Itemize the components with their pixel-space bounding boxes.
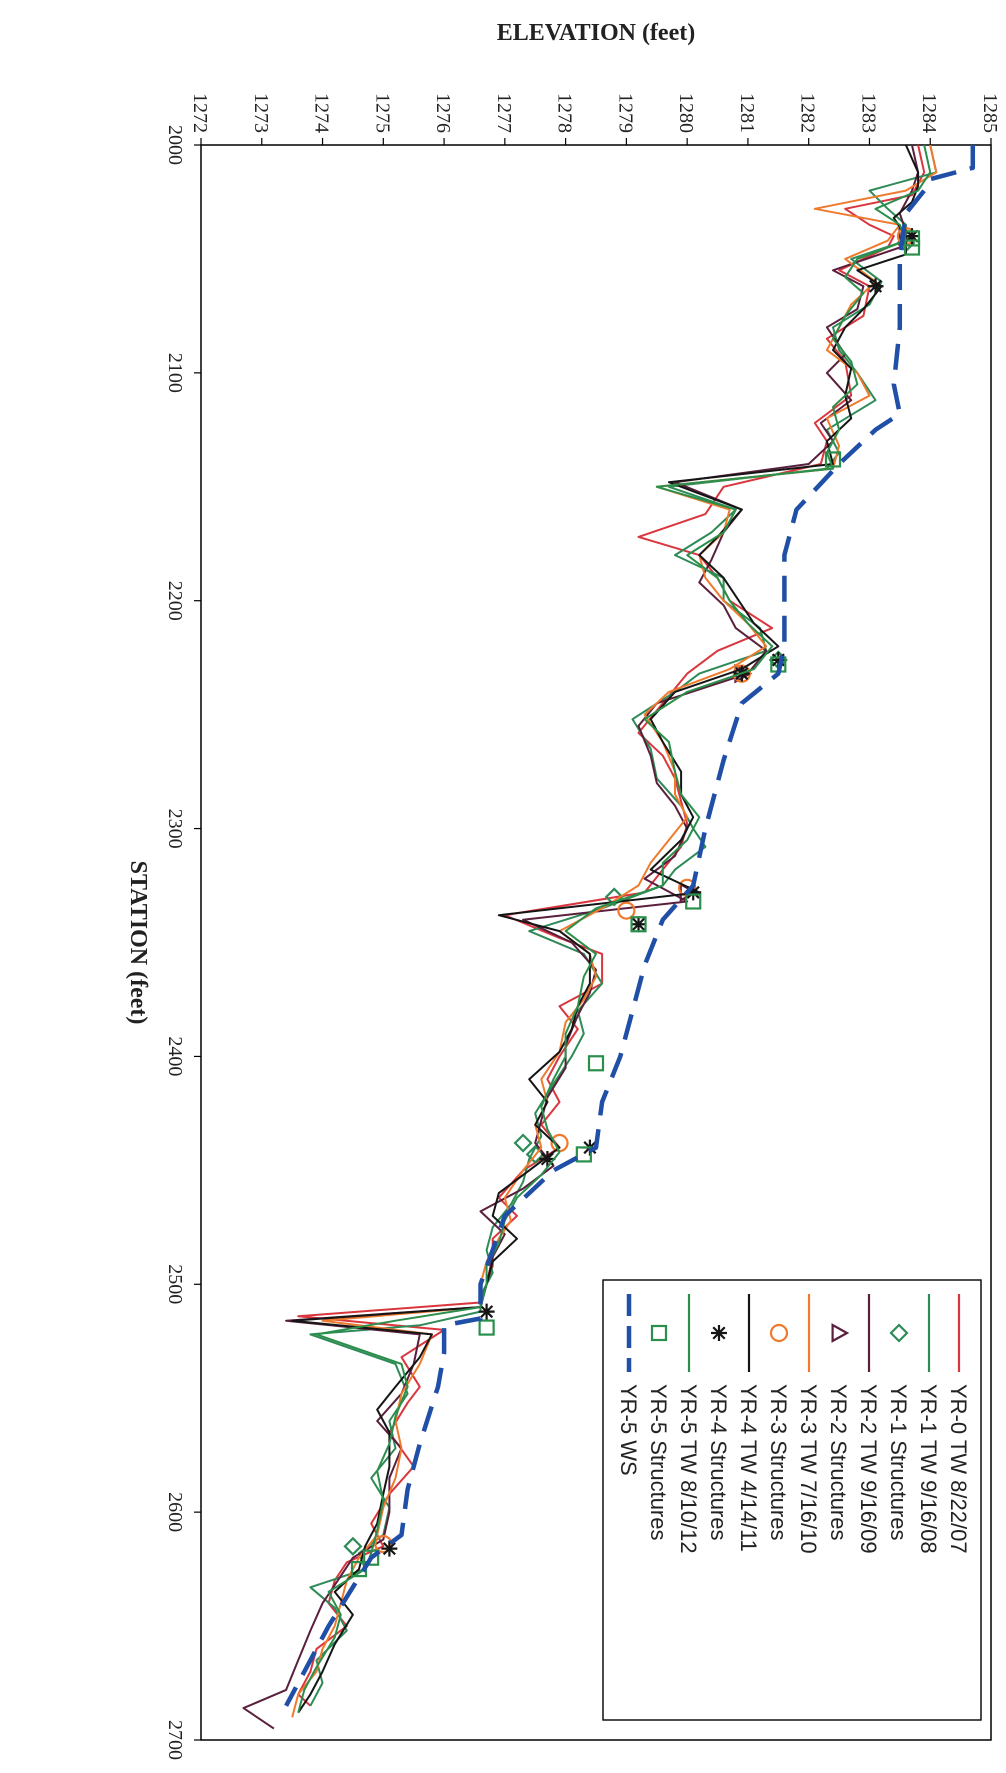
x-tick-label: 2100 xyxy=(164,353,186,393)
series-group xyxy=(291,144,920,1714)
structure-marker xyxy=(630,916,647,933)
structure-marker xyxy=(575,1146,592,1163)
legend-entry: YR-3 TW 7/16/10 xyxy=(796,1384,821,1554)
structure-marker xyxy=(770,651,787,668)
structure-marker xyxy=(685,884,702,901)
structure-marker xyxy=(867,278,884,295)
x-tick-label: 2000 xyxy=(164,125,186,165)
legend-entry: YR-5 TW 8/10/12 xyxy=(676,1384,701,1554)
legend-swatch xyxy=(889,1323,909,1343)
structure-marker xyxy=(630,916,647,933)
x-axis-title: STATION (feet) xyxy=(125,861,151,1025)
structure-marker xyxy=(587,1055,605,1072)
y-tick-label: 1283 xyxy=(857,93,879,133)
x-tick-label: 2700 xyxy=(164,1720,186,1760)
legend-entry: YR-0 TW 8/22/07 xyxy=(946,1384,971,1554)
series-group xyxy=(284,145,976,1707)
y-tick-label: 1280 xyxy=(675,93,697,133)
legend-swatch xyxy=(769,1323,789,1343)
series-line xyxy=(291,144,920,1714)
structure-marker xyxy=(617,901,636,920)
structure-marker xyxy=(903,239,921,256)
y-tick-label: 1284 xyxy=(918,93,940,133)
structure-marker xyxy=(513,1133,533,1153)
legend-swatch xyxy=(650,1324,668,1342)
series-line xyxy=(242,144,920,1730)
legend-box xyxy=(602,1279,982,1721)
structure-marker xyxy=(478,1319,495,1336)
x-tick-label: 2500 xyxy=(164,1264,186,1304)
y-tick-label: 1274 xyxy=(311,93,333,133)
series-layer xyxy=(242,144,976,1730)
series-line xyxy=(284,145,976,1707)
series-line xyxy=(297,144,932,1713)
y-axis-title: ELEVATION (feet) xyxy=(497,20,695,46)
plot-frame xyxy=(200,144,992,1741)
structure-marker xyxy=(381,1540,398,1557)
legend-entry: YR-5 WS xyxy=(616,1384,641,1476)
legend-entry: YR-2 TW 9/16/09 xyxy=(856,1384,881,1554)
x-tick-label: 2400 xyxy=(164,1036,186,1076)
structure-marker xyxy=(685,893,702,910)
x-tick-label: 2600 xyxy=(164,1492,186,1532)
series-group xyxy=(242,144,920,1730)
legend-entry: YR-3 Structures xyxy=(766,1384,791,1541)
y-tick-label: 1281 xyxy=(736,93,758,133)
legend-entry: YR-4 Structures xyxy=(706,1384,731,1541)
series-group xyxy=(291,144,938,1718)
legend-swatch xyxy=(711,1325,727,1341)
y-tick-label: 1282 xyxy=(797,93,819,133)
series-group xyxy=(297,144,932,1713)
x-tick-label: 2200 xyxy=(164,581,186,621)
structure-marker xyxy=(363,1549,380,1566)
structure-marker xyxy=(904,228,920,245)
structure-marker xyxy=(343,1536,363,1556)
series-group xyxy=(679,226,917,903)
y-tick-label: 1275 xyxy=(371,93,393,133)
axis-layer: 2000 2100 2200 2300 2400 2500 2600 2700 1272 1273… xyxy=(164,93,1001,1760)
y-tick-label: 1276 xyxy=(432,93,454,133)
structure-marker xyxy=(903,230,921,247)
y-tick-label: 1278 xyxy=(554,93,576,133)
legend-entry: YR-1 Structures xyxy=(886,1384,911,1541)
legend-swatch xyxy=(831,1323,850,1343)
structure-marker xyxy=(539,1150,556,1167)
legend-entry: YR-1 TW 9/16/08 xyxy=(916,1384,941,1554)
legend-entry: YR-5 Structures xyxy=(646,1384,671,1541)
legend-entry: YR-4 TW 4/14/11 xyxy=(736,1384,761,1552)
series-line xyxy=(291,144,938,1718)
x-tick-label: 2300 xyxy=(164,809,186,849)
y-tick-label: 1272 xyxy=(189,93,211,133)
legend-entry: YR-2 Structures xyxy=(826,1384,851,1541)
y-tick-label: 1277 xyxy=(493,93,515,133)
structure-marker xyxy=(824,451,842,468)
structure-marker xyxy=(525,1144,545,1164)
y-tick-label: 1279 xyxy=(614,93,636,133)
y-tick-label: 1285 xyxy=(979,93,1001,133)
y-tick-label: 1273 xyxy=(250,93,272,133)
series-group xyxy=(350,230,921,1578)
structure-marker xyxy=(478,1303,495,1320)
